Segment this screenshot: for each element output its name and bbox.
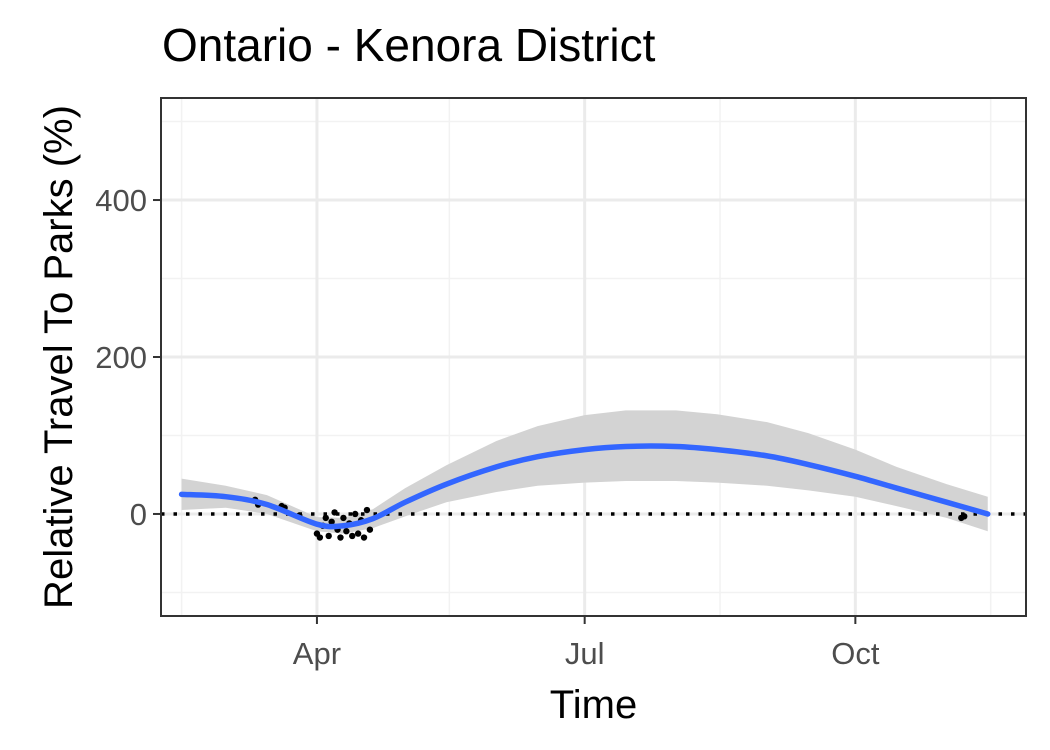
- x-axis-ticks: Apr Jul Oct: [293, 616, 880, 671]
- confidence-band: [181, 410, 988, 534]
- data-point: [316, 534, 324, 541]
- data-point: [351, 510, 359, 518]
- data-point: [354, 530, 362, 537]
- grid-major: [161, 98, 1026, 616]
- data-point: [360, 534, 368, 541]
- data-point: [325, 532, 332, 540]
- y-tick-label: 200: [95, 340, 147, 375]
- data-point: [337, 534, 344, 541]
- data-point: [366, 526, 374, 533]
- data-point: [363, 506, 371, 514]
- data-point: [328, 518, 335, 526]
- chart-title: Ontario - Kenora District: [162, 19, 656, 71]
- x-tick-label: Oct: [831, 636, 880, 671]
- data-point: [349, 532, 356, 540]
- y-tick-label: 0: [130, 497, 147, 532]
- y-axis-title: Relative Travel To Parks (%): [37, 105, 81, 609]
- x-axis-title: Time: [550, 683, 637, 727]
- data-point: [340, 514, 347, 522]
- smooth-trend-line: [178, 443, 991, 530]
- data-point: [343, 528, 350, 535]
- x-tick-label: Apr: [293, 636, 341, 671]
- x-tick-label: Jul: [565, 636, 605, 671]
- y-axis-ticks: 0 200 400: [95, 183, 161, 532]
- data-points: [251, 496, 968, 541]
- data-point: [322, 514, 329, 522]
- y-tick-label: 400: [95, 183, 147, 218]
